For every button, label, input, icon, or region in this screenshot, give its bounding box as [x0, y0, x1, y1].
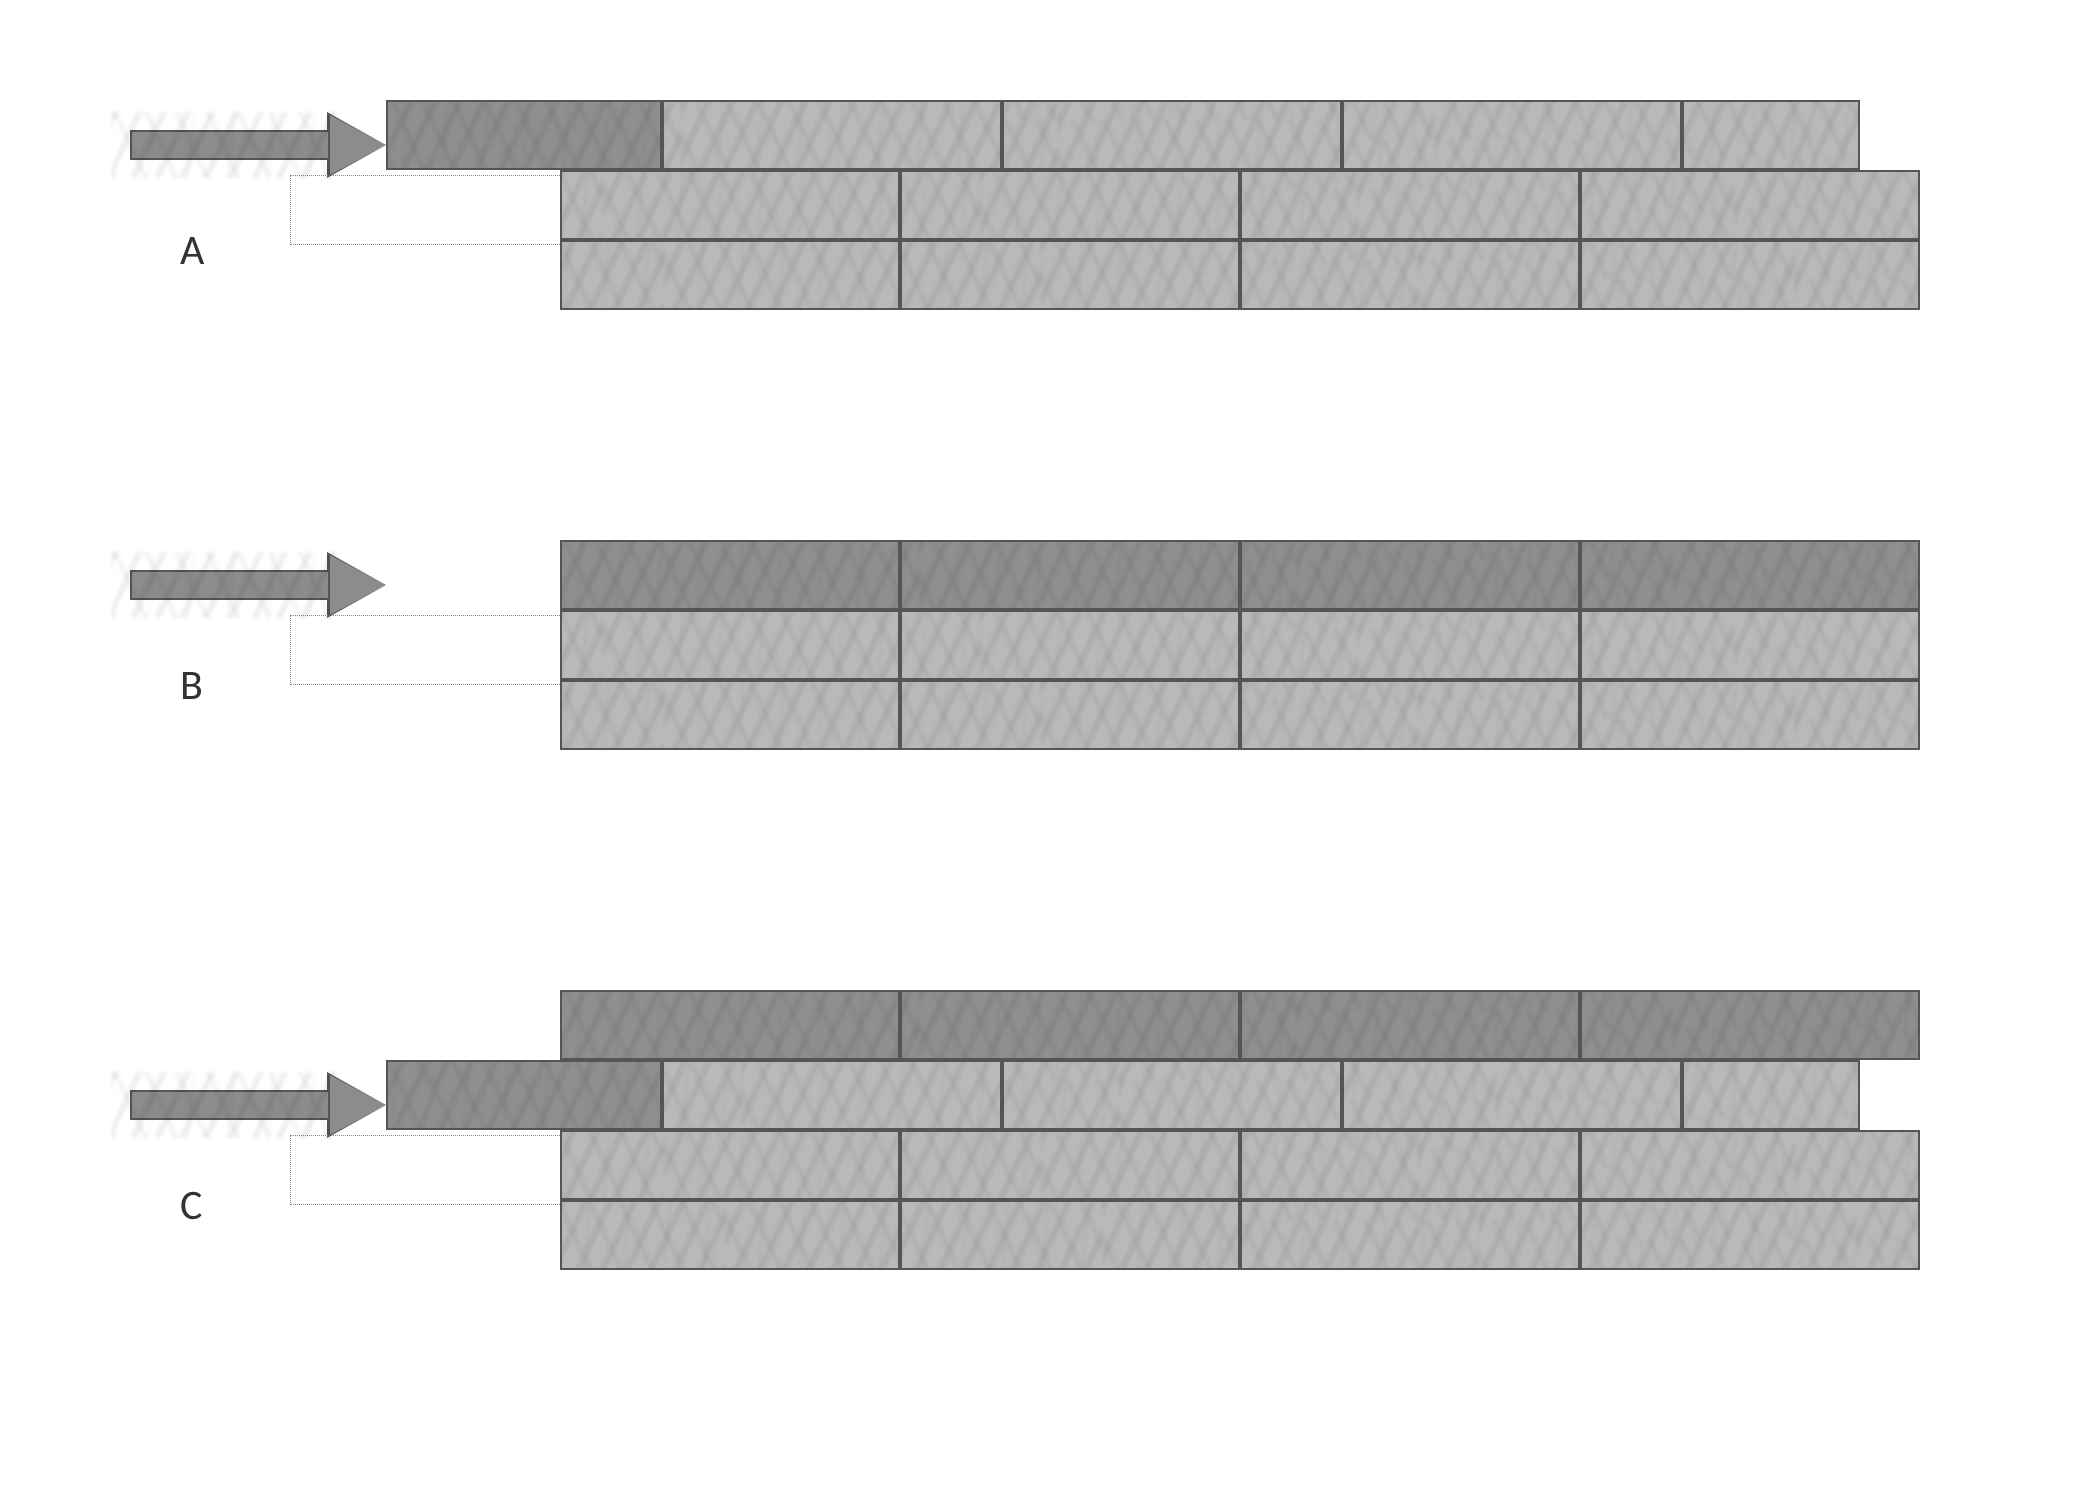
plank — [1240, 1130, 1580, 1200]
plank-row — [560, 610, 1920, 680]
insert-arrow-icon — [130, 555, 386, 615]
plank — [1240, 540, 1580, 610]
plank-row — [560, 1200, 1920, 1270]
insert-arrow-icon — [130, 1075, 386, 1135]
plank — [1580, 170, 1920, 240]
plank — [1240, 990, 1580, 1060]
panel-label-b: B — [180, 660, 203, 711]
plank-row — [560, 1130, 1920, 1200]
panel-label-c: C — [180, 1180, 202, 1231]
plank-row — [560, 540, 1920, 610]
plank — [1002, 100, 1342, 170]
plank — [1580, 610, 1920, 680]
plank — [560, 170, 900, 240]
plank — [900, 170, 1240, 240]
plank — [1580, 680, 1920, 750]
plank — [1682, 100, 1860, 170]
plank — [1580, 540, 1920, 610]
plank-row — [560, 240, 1920, 310]
plank — [560, 990, 900, 1060]
panel-label-a: A — [180, 225, 204, 276]
plank — [1240, 1200, 1580, 1270]
plank — [386, 1060, 662, 1130]
plank — [1580, 1130, 1920, 1200]
plank — [900, 680, 1240, 750]
plank — [900, 1130, 1240, 1200]
plank-row — [560, 990, 1920, 1060]
plank — [662, 1060, 1002, 1130]
plank — [900, 990, 1240, 1060]
plank — [900, 540, 1240, 610]
plank — [1240, 240, 1580, 310]
plank — [1580, 990, 1920, 1060]
plank-row — [560, 680, 1920, 750]
plank — [560, 610, 900, 680]
plank — [1342, 1060, 1682, 1130]
plank — [900, 240, 1240, 310]
plank — [662, 100, 1002, 170]
insert-arrow-icon — [130, 115, 386, 175]
plank — [386, 100, 662, 170]
plank — [1002, 1060, 1342, 1130]
diagram-canvas: A B C — [0, 0, 2094, 1485]
plank-row — [386, 1060, 1860, 1130]
plank — [1240, 680, 1580, 750]
plank — [560, 540, 900, 610]
plank — [560, 1200, 900, 1270]
plank — [1580, 240, 1920, 310]
plank — [1342, 100, 1682, 170]
plank — [560, 680, 900, 750]
plank — [560, 240, 900, 310]
plank-row — [386, 100, 1860, 170]
plank — [1240, 610, 1580, 680]
plank — [1580, 1200, 1920, 1270]
plank-row — [560, 170, 1920, 240]
plank — [900, 610, 1240, 680]
plank — [1682, 1060, 1860, 1130]
plank — [560, 1130, 900, 1200]
plank — [900, 1200, 1240, 1270]
plank — [1240, 170, 1580, 240]
